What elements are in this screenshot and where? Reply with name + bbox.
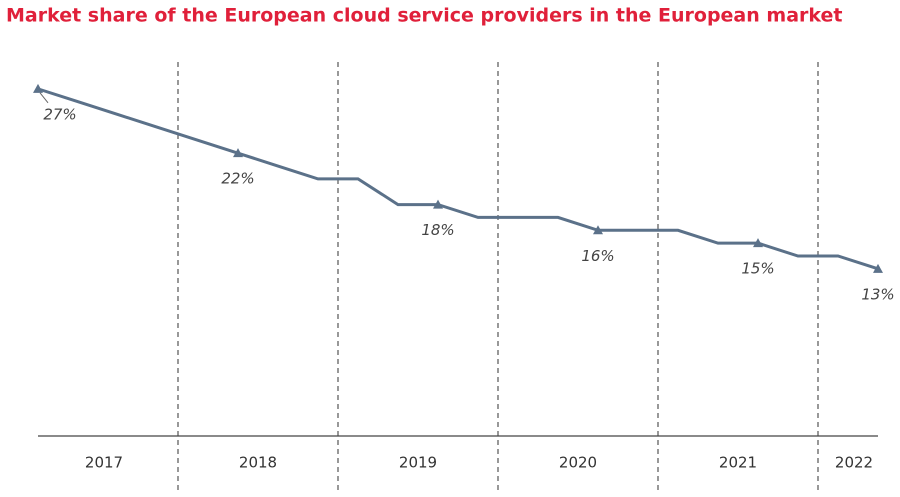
marker (433, 199, 443, 209)
marker (233, 148, 243, 158)
x-tick-label: 2018 (239, 454, 277, 472)
x-tick-label: 2020 (559, 454, 597, 472)
marker (33, 83, 43, 93)
value-label: 22% (221, 170, 254, 188)
marker (873, 263, 883, 273)
line-series (37, 87, 879, 271)
marker (593, 225, 603, 235)
value-label: 27% (43, 105, 76, 123)
x-tick-label: 2017 (85, 454, 123, 472)
x-tick-label: 2021 (719, 454, 757, 472)
value-label: 16% (581, 247, 614, 265)
leader-line (39, 92, 49, 104)
marker (753, 238, 763, 248)
chart-title: Market share of the European cloud servi… (6, 5, 842, 27)
value-label: 13% (861, 285, 894, 303)
x-tick-label: 2022 (835, 454, 873, 472)
x-tick-label: 2019 (399, 454, 437, 472)
value-label: 18% (421, 221, 454, 239)
value-label: 15% (741, 260, 774, 278)
